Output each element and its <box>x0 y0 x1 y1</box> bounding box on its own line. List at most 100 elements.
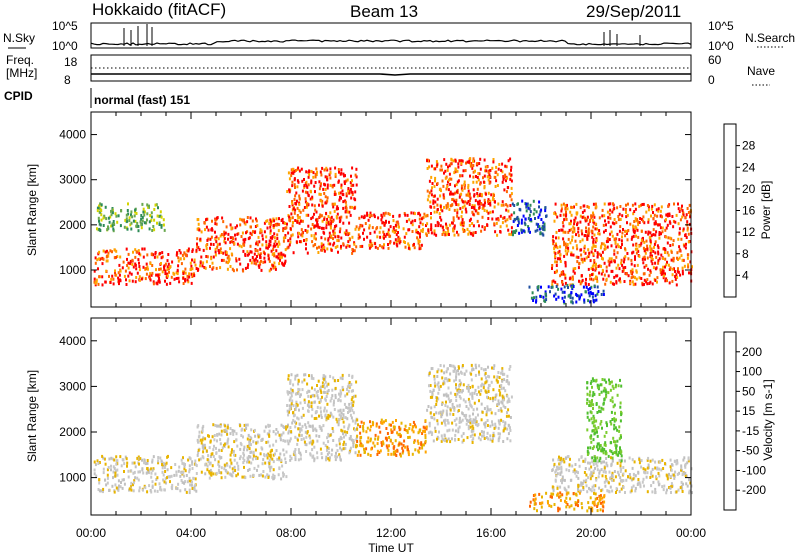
power-scatter-cell <box>589 273 591 277</box>
power-scatter-cell <box>197 222 200 226</box>
velocity-scatter-cell <box>227 423 229 427</box>
power-scatter-cell <box>228 257 231 261</box>
velocity-scatter-cell <box>288 404 291 408</box>
power-scatter-cell <box>434 200 437 204</box>
power-scatter-cell <box>473 204 476 208</box>
velocity-scatter-cell <box>305 425 308 429</box>
power-scatter-cell <box>214 247 217 251</box>
velocity-scatter-cell <box>436 422 439 426</box>
velocity-scatter-cell <box>306 430 309 434</box>
power-scatter-cell <box>326 196 329 200</box>
power-scatter-cell <box>559 213 562 217</box>
velocity-scatter-cell <box>412 420 415 424</box>
velocity-scatter-cell <box>354 421 357 425</box>
power-scatter-cell <box>351 248 354 251</box>
power-scatter-cell <box>691 265 693 269</box>
power-scatter-cell <box>341 189 344 193</box>
power-scatter-cell <box>349 187 352 191</box>
velocity-scatter-cell <box>370 447 373 451</box>
power-scatter-cell <box>117 276 120 280</box>
power-scatter-cell <box>621 242 623 246</box>
power-scatter-cell <box>95 278 98 282</box>
velocity-scatter-cell <box>351 419 354 423</box>
power-scatter-cell <box>368 224 371 228</box>
power-scatter-cell <box>418 244 421 248</box>
velocity-scatter-cell <box>631 466 634 470</box>
velocity-scatter-cell <box>346 387 348 391</box>
power-scatter-cell <box>255 217 257 221</box>
power-scatter-cell <box>167 262 170 266</box>
velocity-scatter-cell <box>266 473 269 477</box>
power-scatter-cell <box>371 226 374 230</box>
velocity-scatter-cell <box>295 405 298 409</box>
beam-title: Beam 13 <box>350 2 418 21</box>
power-scatter-cell <box>96 227 98 231</box>
velocity-scatter-cell <box>288 439 291 443</box>
power-scatter-cell <box>131 279 134 283</box>
power-scatter-cell <box>374 242 377 246</box>
power-scatter-cell <box>117 214 120 218</box>
velocity-scatter-cell <box>374 437 377 441</box>
power-scatter-cell <box>563 254 566 258</box>
velocity-scatter-cell <box>310 440 313 444</box>
power-scatter-cell <box>607 274 610 278</box>
power-scatter-cell <box>561 280 564 284</box>
power-scatter-cell <box>274 267 277 271</box>
power-scatter-cell <box>560 207 563 211</box>
power-scatter-cell <box>388 213 391 216</box>
velocity-scatter-cell <box>407 436 410 439</box>
power-scatter-cell <box>304 229 307 232</box>
power-scatter-cell <box>678 210 681 213</box>
power-scatter-cell <box>382 230 385 234</box>
velocity-scatter-cell <box>418 446 421 450</box>
velocity-scatter-cell <box>102 456 105 460</box>
power-scatter-cell <box>611 269 614 273</box>
power-scatter-cell <box>196 237 199 241</box>
power-scatter-cell <box>307 213 310 217</box>
velocity-scatter-cell <box>317 379 320 383</box>
velocity-scatter-cell <box>312 440 315 444</box>
velocity-scatter-cell <box>242 435 244 439</box>
velocity-scatter-cell <box>463 372 466 376</box>
power-scatter-cell <box>554 280 557 284</box>
power-scatter-cell <box>509 177 512 181</box>
power-scatter-cell <box>321 204 324 208</box>
power-scatter-cell <box>592 225 595 229</box>
velocity-scatter-cell <box>297 427 300 431</box>
power-scatter-cell <box>176 272 179 276</box>
velocity-scatter-cell <box>311 386 313 390</box>
velocity-scatter-cell <box>328 458 331 462</box>
power-scatter-cell <box>527 206 530 210</box>
power-scatter-cell <box>201 264 204 268</box>
velocity-scatter-cell <box>472 418 475 422</box>
power-scatter-cell <box>113 223 116 226</box>
power-scatter-cell <box>126 219 129 223</box>
velocity-scatter-cell <box>582 488 585 491</box>
power-scatter-cell <box>139 220 142 224</box>
velocity-scatter-cell <box>321 456 324 460</box>
power-scatter-cell <box>316 170 318 174</box>
power-scatter-cell <box>334 245 337 249</box>
velocity-scatter-cell <box>454 437 456 441</box>
power-scatter-cell <box>366 211 369 215</box>
power-scatter-cell <box>681 272 684 276</box>
velocity-scatter-cell <box>422 425 425 429</box>
power-scatter-cell <box>501 180 504 184</box>
velocity-scatter-cell <box>313 457 316 461</box>
velocity-scatter-cell <box>387 448 390 452</box>
velocity-scatter-cell <box>204 472 207 476</box>
velocity-scatter-cell <box>338 417 341 421</box>
power-scatter-cell <box>560 203 563 207</box>
velocity-scatter-cell <box>362 421 365 425</box>
power-scatter-cell <box>592 202 595 206</box>
power-scatter-cell <box>564 261 567 265</box>
power-scatter-cell <box>296 179 299 183</box>
velocity-scatter-cell <box>414 448 417 452</box>
power-scatter-cell <box>308 173 311 177</box>
velocity-scatter-cell <box>481 434 483 438</box>
velocity-scatter-cell <box>611 475 614 479</box>
velocity-scatter-cell <box>628 456 631 460</box>
power-scatter-cell <box>587 267 590 271</box>
power-scatter-cell <box>387 243 389 246</box>
power-scatter-cell <box>196 268 199 272</box>
